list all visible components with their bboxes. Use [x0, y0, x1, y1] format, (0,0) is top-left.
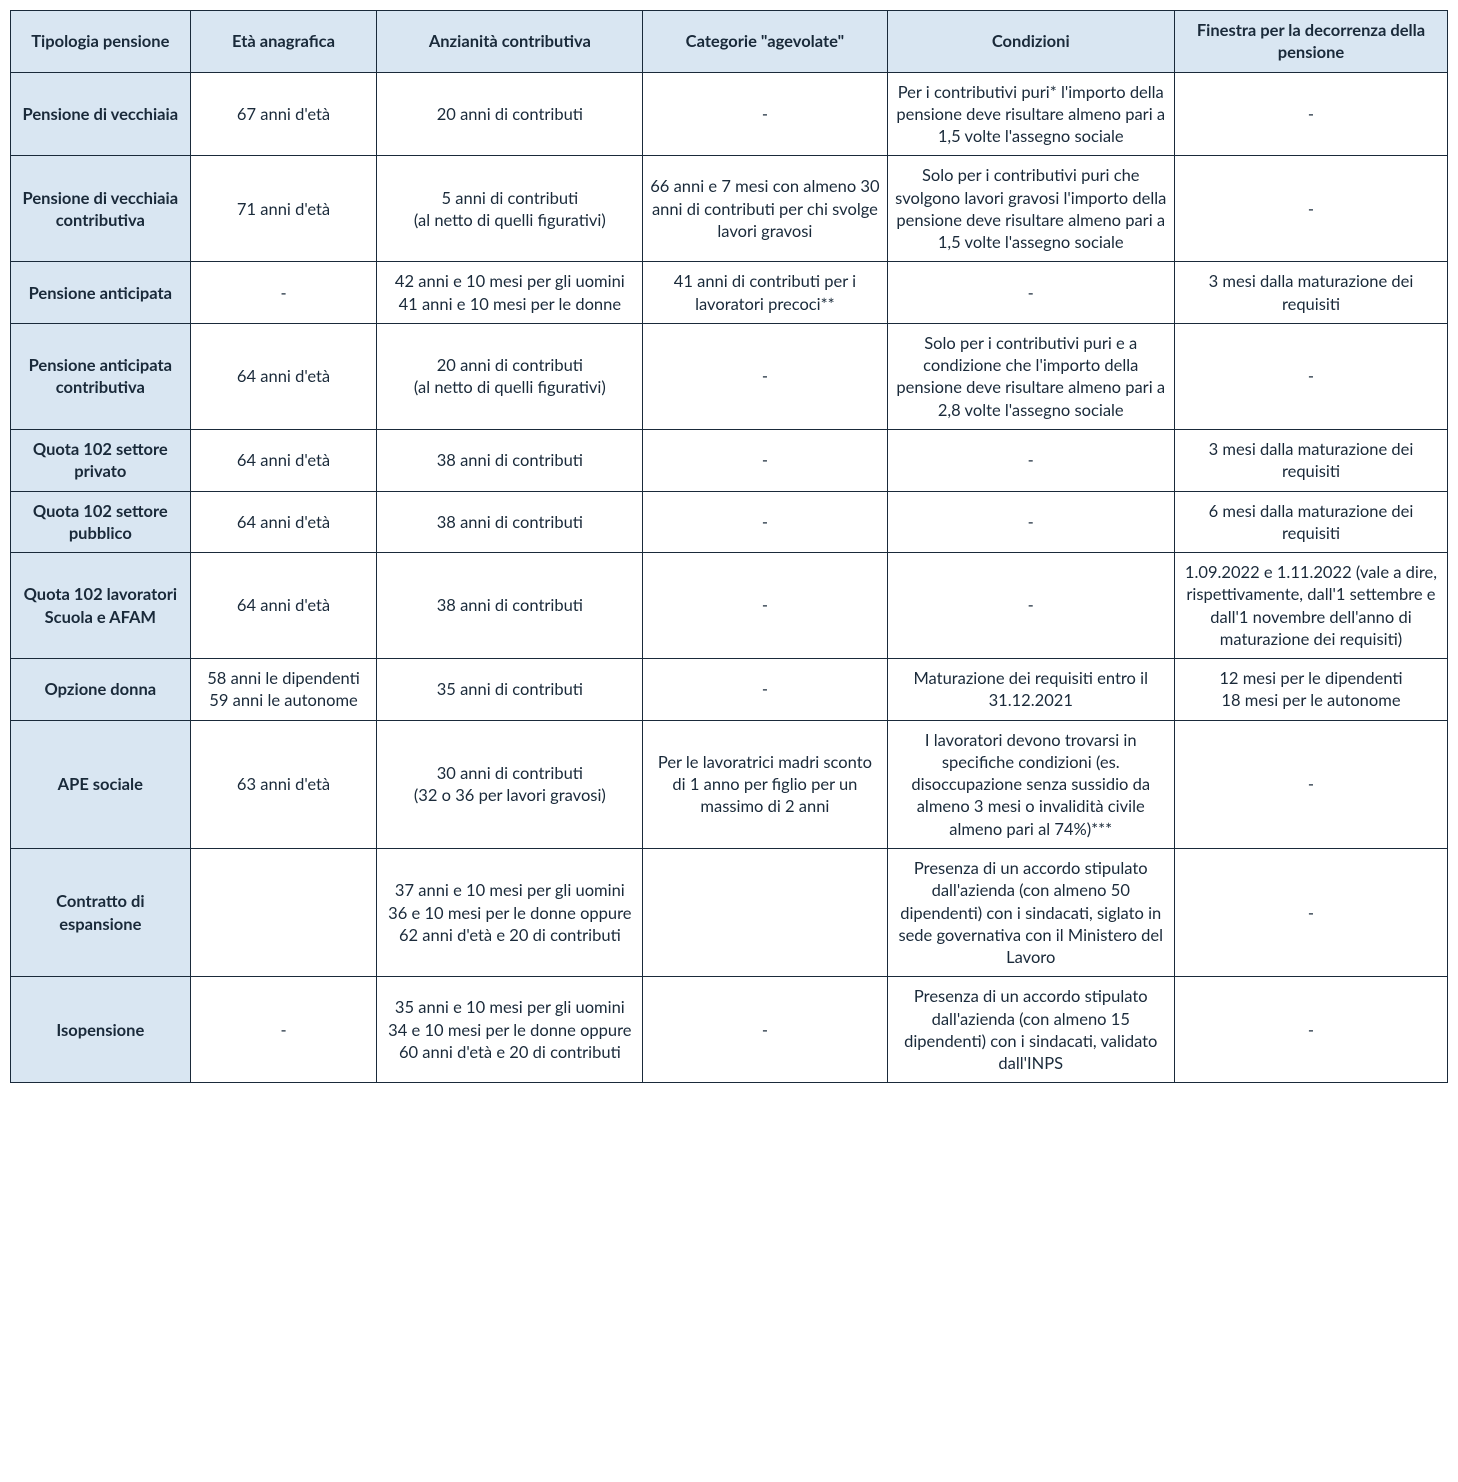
cell-eta: 63 anni d'età	[190, 720, 377, 848]
table-body: Pensione di vecchiaia67 anni d'età20 ann…	[11, 72, 1448, 1083]
col-condizioni: Condizioni	[887, 11, 1174, 73]
cell-finestra: -	[1174, 72, 1447, 156]
cell-tipologia: Isopensione	[11, 977, 191, 1083]
table-row: Pensione di vecchiaia contributiva71 ann…	[11, 156, 1448, 262]
cell-eta: 58 anni le dipendenti59 anni le autonome	[190, 659, 377, 721]
cell-tipologia: Pensione di vecchiaia	[11, 72, 191, 156]
cell-categorie: 66 anni e 7 mesi con almeno 30 anni di c…	[643, 156, 887, 262]
cell-condizioni: Solo per i contributivi puri e a condizi…	[887, 323, 1174, 429]
cell-categorie: -	[643, 659, 887, 721]
cell-categorie: -	[643, 72, 887, 156]
cell-finestra: 3 mesi dalla maturazione dei requisiti	[1174, 262, 1447, 324]
cell-categorie: -	[643, 491, 887, 553]
cell-finestra: -	[1174, 323, 1447, 429]
cell-tipologia: Quota 102 lavoratori Scuola e AFAM	[11, 553, 191, 659]
table-row: Quota 102 settore pubblico64 anni d'età3…	[11, 491, 1448, 553]
cell-tipologia: APE sociale	[11, 720, 191, 848]
cell-categorie	[643, 848, 887, 976]
col-categorie: Categorie "agevolate"	[643, 11, 887, 73]
table-row: Quota 102 settore privato64 anni d'età38…	[11, 429, 1448, 491]
cell-tipologia: Pensione di vecchiaia contributiva	[11, 156, 191, 262]
cell-anzianita: 30 anni di contributi(32 o 36 per lavori…	[377, 720, 643, 848]
cell-tipologia: Quota 102 settore pubblico	[11, 491, 191, 553]
cell-finestra: 3 mesi dalla maturazione dei requisiti	[1174, 429, 1447, 491]
cell-finestra: -	[1174, 156, 1447, 262]
table-row: Quota 102 lavoratori Scuola e AFAM64 ann…	[11, 553, 1448, 659]
cell-categorie: -	[643, 553, 887, 659]
cell-tipologia: Pensione anticipata	[11, 262, 191, 324]
cell-categorie: 41 anni di contributi per i lavoratori p…	[643, 262, 887, 324]
cell-tipologia: Pensione anticipata contributiva	[11, 323, 191, 429]
cell-finestra: -	[1174, 720, 1447, 848]
cell-anzianita: 35 anni di contributi	[377, 659, 643, 721]
cell-condizioni: I lavoratori devono trovarsi in specific…	[887, 720, 1174, 848]
cell-condizioni: Presenza di un accordo stipulato dall'az…	[887, 977, 1174, 1083]
cell-eta	[190, 848, 377, 976]
table-row: APE sociale63 anni d'età30 anni di contr…	[11, 720, 1448, 848]
cell-categorie: -	[643, 323, 887, 429]
col-finestra: Finestra per la decorrenza della pension…	[1174, 11, 1447, 73]
cell-finestra: 6 mesi dalla maturazione dei requisiti	[1174, 491, 1447, 553]
cell-condizioni: Presenza di un accordo stipulato dall'az…	[887, 848, 1174, 976]
table-row: Pensione anticipata contributiva64 anni …	[11, 323, 1448, 429]
cell-tipologia: Opzione donna	[11, 659, 191, 721]
cell-condizioni: -	[887, 553, 1174, 659]
cell-finestra: 12 mesi per le dipendenti18 mesi per le …	[1174, 659, 1447, 721]
cell-anzianita: 38 anni di contributi	[377, 553, 643, 659]
col-tipologia: Tipologia pensione	[11, 11, 191, 73]
cell-eta: 64 anni d'età	[190, 553, 377, 659]
cell-eta: 67 anni d'età	[190, 72, 377, 156]
cell-anzianita: 20 anni di contributi	[377, 72, 643, 156]
cell-finestra: -	[1174, 848, 1447, 976]
cell-eta: 64 anni d'età	[190, 491, 377, 553]
cell-eta: -	[190, 262, 377, 324]
table-row: Isopensione-35 anni e 10 mesi per gli uo…	[11, 977, 1448, 1083]
cell-anzianita: 37 anni e 10 mesi per gli uomini36 e 10 …	[377, 848, 643, 976]
col-anzianita: Anzianità contributiva	[377, 11, 643, 73]
cell-categorie: -	[643, 977, 887, 1083]
cell-anzianita: 20 anni di contributi(al netto di quelli…	[377, 323, 643, 429]
cell-tipologia: Quota 102 settore privato	[11, 429, 191, 491]
table-row: Opzione donna58 anni le dipendenti59 ann…	[11, 659, 1448, 721]
table-header: Tipologia pensione Età anagrafica Anzian…	[11, 11, 1448, 73]
cell-categorie: -	[643, 429, 887, 491]
cell-anzianita: 42 anni e 10 mesi per gli uomini41 anni …	[377, 262, 643, 324]
cell-condizioni: Per i contributivi puri* l'importo della…	[887, 72, 1174, 156]
cell-eta: -	[190, 977, 377, 1083]
table-row: Contratto di espansione 37 anni e 10 mesi…	[11, 848, 1448, 976]
cell-condizioni: Solo per i contributivi puri che svolgon…	[887, 156, 1174, 262]
table-row: Pensione anticipata-42 anni e 10 mesi pe…	[11, 262, 1448, 324]
cell-condizioni: -	[887, 262, 1174, 324]
table-row: Pensione di vecchiaia67 anni d'età20 ann…	[11, 72, 1448, 156]
cell-anzianita: 38 anni di contributi	[377, 429, 643, 491]
pensioni-table: Tipologia pensione Età anagrafica Anzian…	[10, 10, 1448, 1083]
cell-eta: 64 anni d'età	[190, 323, 377, 429]
cell-condizioni: -	[887, 491, 1174, 553]
cell-condizioni: -	[887, 429, 1174, 491]
cell-tipologia: Contratto di espansione	[11, 848, 191, 976]
cell-anzianita: 38 anni di contributi	[377, 491, 643, 553]
col-eta: Età anagrafica	[190, 11, 377, 73]
cell-finestra: -	[1174, 977, 1447, 1083]
cell-eta: 64 anni d'età	[190, 429, 377, 491]
cell-finestra: 1.09.2022 e 1.11.2022 (vale a dire, risp…	[1174, 553, 1447, 659]
cell-anzianita: 5 anni di contributi(al netto di quelli …	[377, 156, 643, 262]
cell-eta: 71 anni d'età	[190, 156, 377, 262]
cell-condizioni: Maturazione dei requisiti entro il 31.12…	[887, 659, 1174, 721]
cell-categorie: Per le lavoratrici madri sconto di 1 ann…	[643, 720, 887, 848]
cell-anzianita: 35 anni e 10 mesi per gli uomini34 e 10 …	[377, 977, 643, 1083]
